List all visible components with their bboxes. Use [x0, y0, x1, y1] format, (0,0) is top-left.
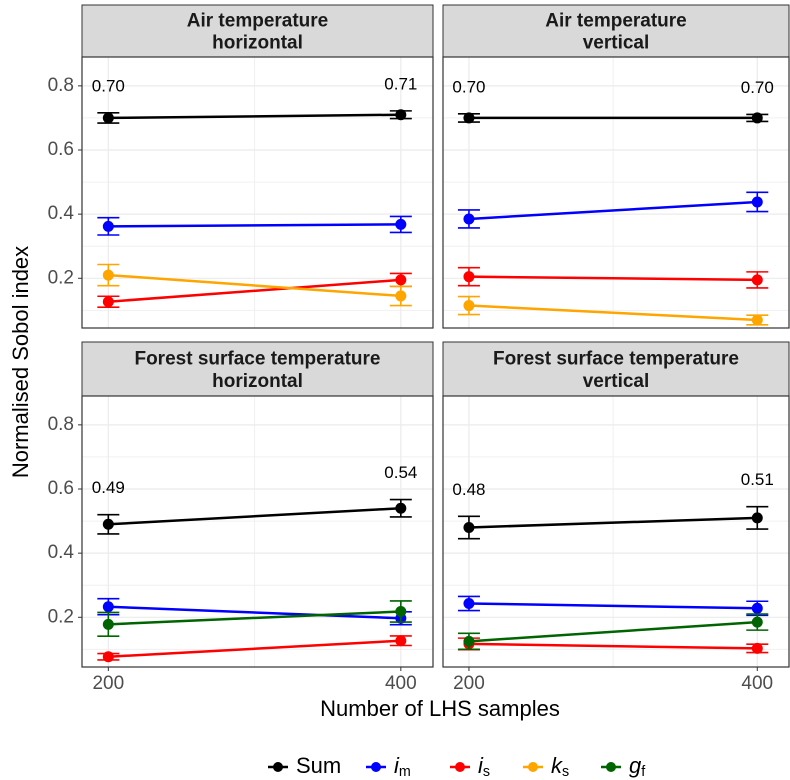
legend-label: ks [551, 753, 569, 780]
y-axis-title: Normalised Sobol index [8, 246, 33, 478]
value-label: 0.71 [384, 74, 417, 93]
value-label: 0.70 [452, 77, 485, 96]
point [751, 512, 763, 524]
legend-key-point [455, 762, 465, 772]
value-label: 0.49 [92, 478, 125, 497]
legend-key-point [273, 762, 283, 772]
point [463, 271, 475, 283]
point [751, 314, 763, 326]
panel-border [442, 395, 790, 668]
panel-border [81, 56, 434, 329]
series-line [108, 610, 401, 626]
value-label: 0.51 [741, 470, 774, 489]
y-tick-label: 0.2 [48, 606, 74, 627]
strip-title: Forest surface temperature [134, 348, 380, 369]
x-tick-label: 200 [92, 673, 124, 694]
point [751, 274, 763, 286]
point [463, 635, 475, 647]
series-line [108, 223, 401, 228]
strip-subtitle: horizontal [212, 371, 303, 392]
legend-label: Sum [296, 753, 341, 778]
y-tick-label: 0.2 [48, 267, 74, 288]
panel-border [81, 395, 434, 668]
series-line [108, 507, 401, 526]
y-tick-label: 0.4 [48, 203, 75, 224]
series-line [468, 200, 758, 221]
point [102, 518, 114, 530]
x-tick-label: 400 [385, 673, 417, 694]
point [463, 597, 475, 609]
strip-background [81, 341, 434, 397]
strip-title: Air temperature [545, 11, 687, 32]
value-label: 0.54 [384, 463, 417, 482]
point [395, 109, 407, 121]
point [102, 296, 114, 308]
strip-subtitle: vertical [583, 371, 650, 392]
point [102, 651, 114, 663]
value-label: 0.70 [92, 76, 125, 95]
point [395, 635, 407, 647]
legend-key-point [371, 762, 381, 772]
strip-background [81, 4, 434, 58]
series-line [468, 602, 758, 610]
y-tick-label: 0.8 [48, 75, 74, 96]
point [102, 220, 114, 232]
legend-label: im [394, 753, 411, 780]
point [102, 269, 114, 281]
strip-subtitle: vertical [583, 32, 650, 53]
legend-label: is [478, 753, 490, 780]
point [751, 602, 763, 614]
point [395, 218, 407, 230]
series-line [468, 275, 758, 282]
strip-subtitle: horizontal [212, 32, 303, 53]
y-tick-label: 0.8 [48, 414, 74, 435]
y-tick-label: 0.6 [48, 139, 74, 160]
point [463, 300, 475, 312]
point [751, 196, 763, 208]
legend-key-point [528, 762, 538, 772]
point [395, 502, 407, 514]
point [463, 112, 475, 124]
series-line [468, 642, 758, 650]
strip-title: Air temperature [187, 11, 329, 32]
value-label: 0.48 [452, 480, 485, 499]
series-line [108, 273, 401, 298]
y-tick-label: 0.4 [48, 542, 75, 563]
legend-label: gf [629, 753, 645, 780]
series-line [468, 304, 758, 322]
point [463, 213, 475, 225]
panel-border [442, 56, 790, 329]
point [102, 618, 114, 630]
series-line [108, 639, 401, 658]
x-tick-label: 400 [741, 673, 773, 694]
strip-background [442, 341, 790, 397]
value-label: 0.70 [741, 78, 774, 97]
x-axis-title: Number of LHS samples [320, 696, 560, 721]
point [395, 274, 407, 286]
series-line [108, 605, 401, 620]
point [395, 290, 407, 302]
y-tick-label: 0.6 [48, 478, 74, 499]
point [102, 112, 114, 124]
point [751, 642, 763, 654]
x-tick-label: 200 [453, 673, 485, 694]
point [751, 112, 763, 124]
point [395, 606, 407, 618]
series-line [468, 620, 758, 643]
point [751, 616, 763, 628]
point [102, 601, 114, 613]
legend-key-point [606, 762, 616, 772]
strip-title: Forest surface temperature [493, 348, 739, 369]
series-line [108, 113, 401, 120]
series-line [468, 516, 758, 529]
point [463, 521, 475, 533]
series-line [108, 278, 401, 303]
